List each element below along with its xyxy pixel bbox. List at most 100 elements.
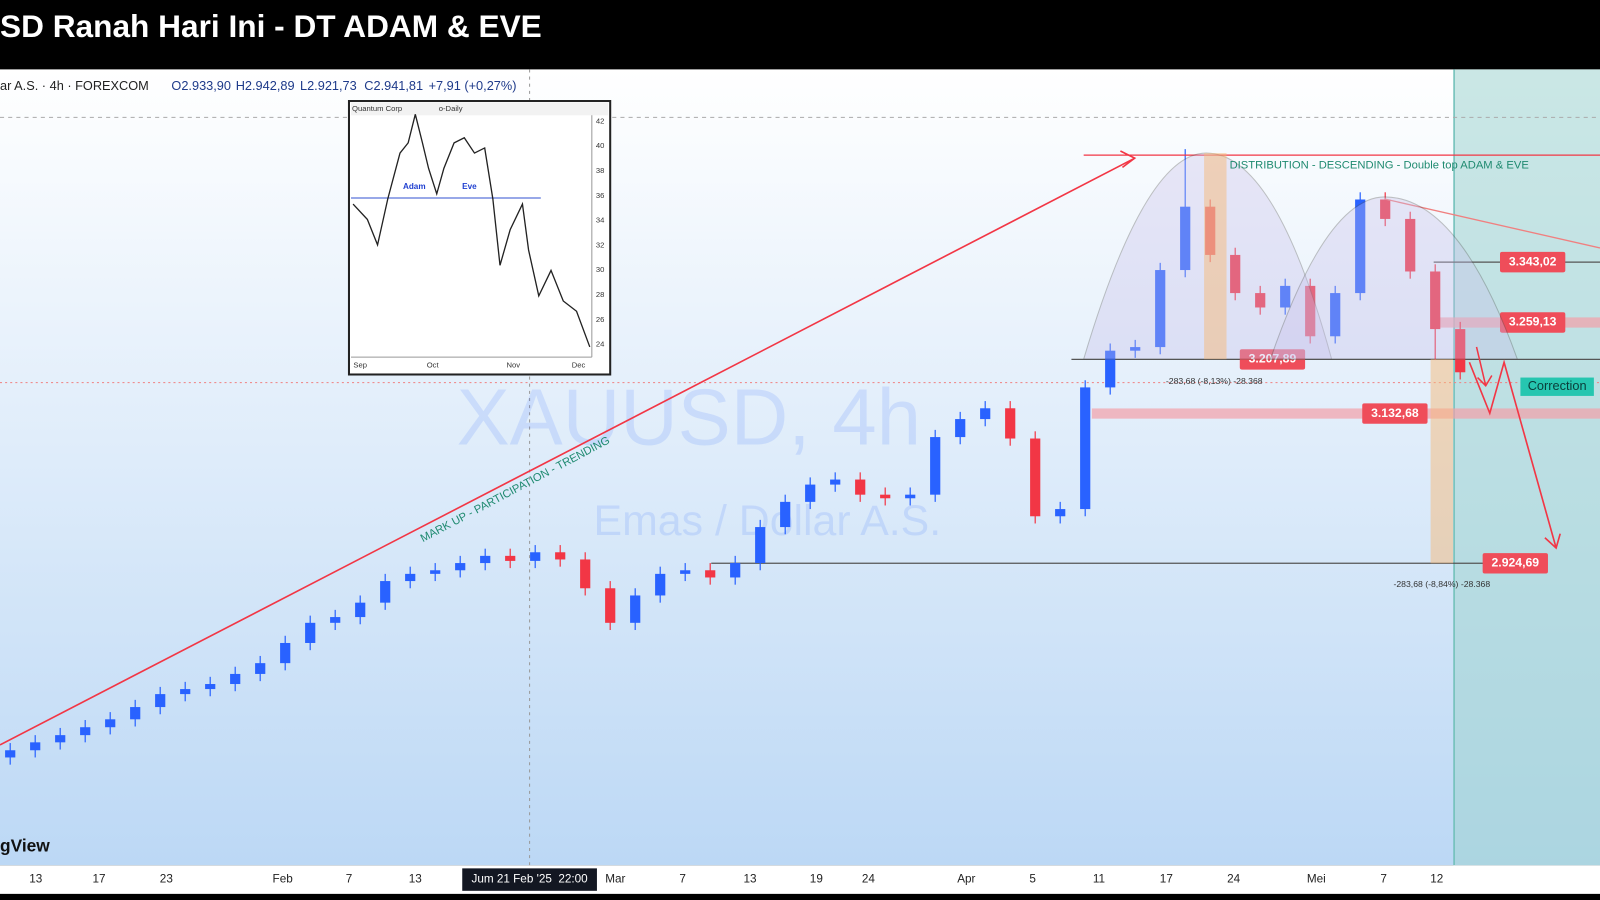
correction-box bbox=[1520, 377, 1594, 396]
x-tick-label: 11 bbox=[1093, 873, 1105, 886]
x-tick-label: 13 bbox=[743, 873, 756, 886]
inset-tick: 26 bbox=[596, 315, 605, 324]
inset-tick: 24 bbox=[596, 340, 605, 349]
candle-body bbox=[1380, 199, 1391, 219]
price-label: 2.924,69 bbox=[1491, 556, 1539, 570]
candle-body bbox=[155, 694, 166, 708]
inset-tick: 30 bbox=[596, 265, 605, 274]
inset-frame bbox=[347, 100, 612, 376]
candle-body bbox=[1430, 271, 1441, 330]
candle-body bbox=[5, 750, 16, 758]
x-tick-label: Apr bbox=[957, 873, 975, 886]
branding: gView bbox=[0, 836, 50, 856]
legend: ar A.S. · 4h · FOREXCOM O2.933,90 H2.942… bbox=[0, 78, 516, 93]
price-box bbox=[1482, 553, 1548, 574]
inset-tick: 42 bbox=[596, 116, 605, 125]
candle-body bbox=[1355, 199, 1366, 294]
candle-body bbox=[1055, 509, 1066, 517]
inset-month: Sep bbox=[353, 360, 367, 369]
arrow-head bbox=[1120, 150, 1137, 168]
plot-area bbox=[0, 69, 1600, 866]
candle-body bbox=[630, 595, 641, 623]
eve-arc bbox=[1269, 196, 1519, 360]
candle-body bbox=[605, 588, 616, 623]
ohlc-change: +7,91 (+0,27%) bbox=[429, 78, 517, 93]
measure-label: -283,68 (-8,13%) -28.368 bbox=[1166, 376, 1263, 386]
inset: Quantum Corp o-Daily Adam Eve 42 40 38 36 34… bbox=[347, 100, 612, 376]
x-tick-label: Mar bbox=[605, 873, 625, 886]
candle-body bbox=[1105, 350, 1116, 388]
candle-body bbox=[680, 570, 691, 574]
x-tick-label: 23 bbox=[160, 873, 173, 886]
candle-body bbox=[980, 408, 991, 420]
price-label: 3.259,13 bbox=[1509, 315, 1557, 329]
watermark-sub: Emas / Dollar A.S. bbox=[594, 497, 942, 545]
measure-band bbox=[1204, 153, 1227, 360]
trend-line bbox=[0, 157, 1136, 746]
candle-body bbox=[105, 719, 116, 728]
candle-body bbox=[655, 573, 666, 596]
x-tick-label: 17 bbox=[1160, 873, 1173, 886]
x-tick-label: 17 bbox=[92, 873, 105, 886]
candle-body bbox=[555, 552, 566, 560]
candle-body bbox=[855, 479, 866, 495]
candle-body bbox=[1305, 285, 1316, 337]
candle-body bbox=[1280, 285, 1291, 308]
price-box bbox=[1500, 312, 1566, 333]
x-tick-label: 13 bbox=[29, 873, 42, 886]
x-tick-label: 24 bbox=[862, 873, 876, 886]
candle-body bbox=[730, 563, 741, 578]
time-axis bbox=[0, 865, 1600, 894]
projection-arrow bbox=[1468, 359, 1561, 550]
inset-month: Dec bbox=[572, 360, 586, 369]
candle-body bbox=[455, 563, 466, 571]
candle-body bbox=[780, 501, 791, 528]
candle-body bbox=[1130, 347, 1141, 351]
price-box bbox=[1500, 251, 1566, 273]
candle-body bbox=[1005, 408, 1016, 439]
level-band bbox=[1091, 408, 1600, 419]
inset-month: Oct bbox=[427, 360, 440, 369]
price-box bbox=[1239, 349, 1306, 370]
candle-body bbox=[1030, 438, 1041, 517]
x-tick-label: 5 bbox=[1029, 873, 1036, 886]
title: SD Ranah Hari Ini - DT ADAM & EVE bbox=[0, 8, 542, 44]
x-tick-label: Feb bbox=[273, 873, 294, 886]
measure-band bbox=[1430, 359, 1454, 564]
ohlc-low: L2.921,73 bbox=[300, 78, 357, 93]
x-tick-label: 19 bbox=[810, 873, 823, 886]
candle-body bbox=[705, 570, 716, 578]
candle-body bbox=[830, 479, 841, 485]
inset-period: o-Daily bbox=[439, 104, 463, 113]
crosshair-box bbox=[462, 868, 597, 891]
ohlc-high: H2.942,89 bbox=[236, 78, 295, 93]
candle-body bbox=[580, 559, 591, 589]
candle-body bbox=[55, 735, 66, 743]
x-tick-label: 7 bbox=[1380, 873, 1387, 886]
candle-body bbox=[1255, 293, 1266, 308]
candle-body bbox=[330, 617, 341, 623]
inset-title: Quantum Corp bbox=[352, 104, 402, 113]
candle-body bbox=[805, 484, 816, 502]
candle-body bbox=[355, 602, 366, 618]
measure-label: -283,68 (-8,84%) -28.368 bbox=[1393, 579, 1490, 589]
candle-body bbox=[205, 684, 216, 690]
candle-body bbox=[430, 570, 441, 574]
inset-header bbox=[351, 103, 609, 116]
small-arrow bbox=[1475, 346, 1493, 387]
inset-month: Nov bbox=[506, 360, 520, 369]
ohlc-open: O2.933,90 bbox=[171, 78, 231, 93]
x-tick-label: Mei bbox=[1307, 873, 1326, 886]
inset-adam: Adam bbox=[403, 182, 426, 191]
watermark: XAUUSD, 4h bbox=[457, 373, 921, 462]
crosshair-label: Jum 21 Feb '25 22:00 bbox=[471, 873, 588, 886]
candle-body bbox=[380, 581, 391, 603]
candle-body bbox=[755, 527, 766, 564]
price-label: 3.132,68 bbox=[1371, 406, 1419, 420]
candle-body bbox=[405, 573, 416, 582]
candle-body bbox=[905, 494, 916, 499]
candle-body bbox=[1455, 329, 1466, 373]
inset-tick: 34 bbox=[596, 216, 605, 225]
inset-tick: 40 bbox=[596, 141, 605, 150]
